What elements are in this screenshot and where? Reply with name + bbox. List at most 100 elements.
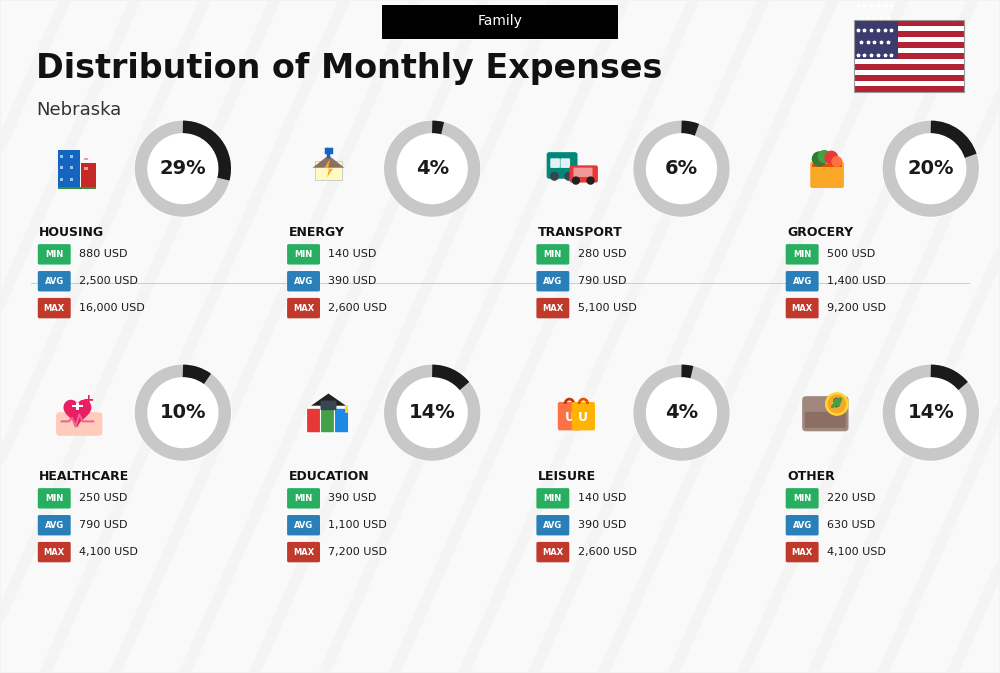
FancyBboxPatch shape <box>38 244 71 264</box>
FancyBboxPatch shape <box>854 75 964 81</box>
Text: AVG: AVG <box>793 277 812 286</box>
Text: MAX: MAX <box>293 304 314 313</box>
FancyBboxPatch shape <box>560 158 570 168</box>
Text: 6%: 6% <box>665 160 698 178</box>
Text: 500 USD: 500 USD <box>827 249 875 259</box>
Circle shape <box>828 395 846 413</box>
FancyBboxPatch shape <box>84 157 88 160</box>
FancyBboxPatch shape <box>38 298 71 318</box>
Circle shape <box>832 157 842 167</box>
FancyBboxPatch shape <box>58 150 80 187</box>
Text: 4,100 USD: 4,100 USD <box>827 547 886 557</box>
Text: MIN: MIN <box>544 250 562 259</box>
Text: 140 USD: 140 USD <box>578 493 626 503</box>
Text: 4%: 4% <box>665 403 698 422</box>
Circle shape <box>135 120 231 217</box>
Text: AVG: AVG <box>294 277 313 286</box>
Text: 14%: 14% <box>409 403 456 422</box>
Circle shape <box>883 120 979 217</box>
Text: Distribution of Monthly Expenses: Distribution of Monthly Expenses <box>36 52 663 85</box>
FancyBboxPatch shape <box>38 488 71 509</box>
Text: 280 USD: 280 USD <box>578 249 626 259</box>
FancyBboxPatch shape <box>287 298 320 318</box>
Circle shape <box>633 120 730 217</box>
Text: AVG: AVG <box>543 521 562 530</box>
FancyBboxPatch shape <box>38 542 71 563</box>
FancyBboxPatch shape <box>854 87 964 92</box>
FancyBboxPatch shape <box>321 409 335 433</box>
Text: $: $ <box>832 398 841 411</box>
FancyBboxPatch shape <box>786 542 819 563</box>
FancyBboxPatch shape <box>550 158 560 168</box>
Circle shape <box>818 151 830 162</box>
FancyBboxPatch shape <box>56 412 102 436</box>
Text: 1,100 USD: 1,100 USD <box>328 520 387 530</box>
FancyBboxPatch shape <box>287 271 320 291</box>
Text: 20%: 20% <box>908 160 954 178</box>
FancyBboxPatch shape <box>572 402 595 430</box>
FancyBboxPatch shape <box>536 515 569 536</box>
FancyBboxPatch shape <box>786 271 819 291</box>
Text: 140 USD: 140 USD <box>328 249 377 259</box>
FancyBboxPatch shape <box>573 168 576 176</box>
Text: 880 USD: 880 USD <box>79 249 128 259</box>
Text: 220 USD: 220 USD <box>827 493 876 503</box>
FancyBboxPatch shape <box>76 402 79 410</box>
Text: 630 USD: 630 USD <box>827 520 875 530</box>
Text: 4%: 4% <box>416 160 449 178</box>
Text: 390 USD: 390 USD <box>328 493 377 503</box>
Text: 2,600 USD: 2,600 USD <box>578 547 637 557</box>
Text: 14%: 14% <box>907 403 954 422</box>
Text: MIN: MIN <box>544 494 562 503</box>
Text: MAX: MAX <box>792 548 813 557</box>
FancyBboxPatch shape <box>60 166 63 169</box>
FancyBboxPatch shape <box>805 412 846 428</box>
Circle shape <box>384 365 480 461</box>
Polygon shape <box>64 400 91 426</box>
FancyBboxPatch shape <box>812 164 842 168</box>
Text: MAX: MAX <box>542 304 563 313</box>
Circle shape <box>826 393 848 415</box>
Circle shape <box>825 151 838 164</box>
Text: 390 USD: 390 USD <box>578 520 626 530</box>
Circle shape <box>384 120 480 217</box>
Text: LEISURE: LEISURE <box>538 470 596 483</box>
Text: MIN: MIN <box>294 494 313 503</box>
Text: MAX: MAX <box>792 304 813 313</box>
Text: Nebraska: Nebraska <box>36 101 122 119</box>
Circle shape <box>587 177 594 184</box>
FancyBboxPatch shape <box>786 488 819 509</box>
FancyBboxPatch shape <box>810 162 844 188</box>
Circle shape <box>135 365 231 461</box>
Text: 250 USD: 250 USD <box>79 493 128 503</box>
FancyBboxPatch shape <box>854 32 964 37</box>
FancyBboxPatch shape <box>315 161 342 180</box>
FancyBboxPatch shape <box>321 400 336 411</box>
Text: 4,100 USD: 4,100 USD <box>79 547 138 557</box>
Text: GROCERY: GROCERY <box>787 226 853 240</box>
Circle shape <box>565 172 573 180</box>
FancyBboxPatch shape <box>536 244 569 264</box>
Polygon shape <box>311 394 346 406</box>
FancyBboxPatch shape <box>382 5 618 39</box>
Text: HOUSING: HOUSING <box>39 226 104 240</box>
Text: +: + <box>82 394 94 407</box>
Text: 16,000 USD: 16,000 USD <box>79 303 145 313</box>
FancyBboxPatch shape <box>854 37 964 42</box>
FancyBboxPatch shape <box>854 59 964 65</box>
FancyBboxPatch shape <box>786 298 819 318</box>
FancyBboxPatch shape <box>60 155 63 157</box>
FancyBboxPatch shape <box>854 48 964 53</box>
FancyBboxPatch shape <box>558 402 581 430</box>
Text: MIN: MIN <box>793 250 811 259</box>
FancyBboxPatch shape <box>854 42 964 48</box>
FancyBboxPatch shape <box>70 166 73 169</box>
Text: MIN: MIN <box>45 494 63 503</box>
FancyBboxPatch shape <box>60 178 63 181</box>
FancyBboxPatch shape <box>287 488 320 509</box>
FancyBboxPatch shape <box>287 244 320 264</box>
Text: AVG: AVG <box>543 277 562 286</box>
Text: 390 USD: 390 USD <box>328 276 377 286</box>
FancyBboxPatch shape <box>58 186 96 189</box>
Text: ENERGY: ENERGY <box>289 226 345 240</box>
